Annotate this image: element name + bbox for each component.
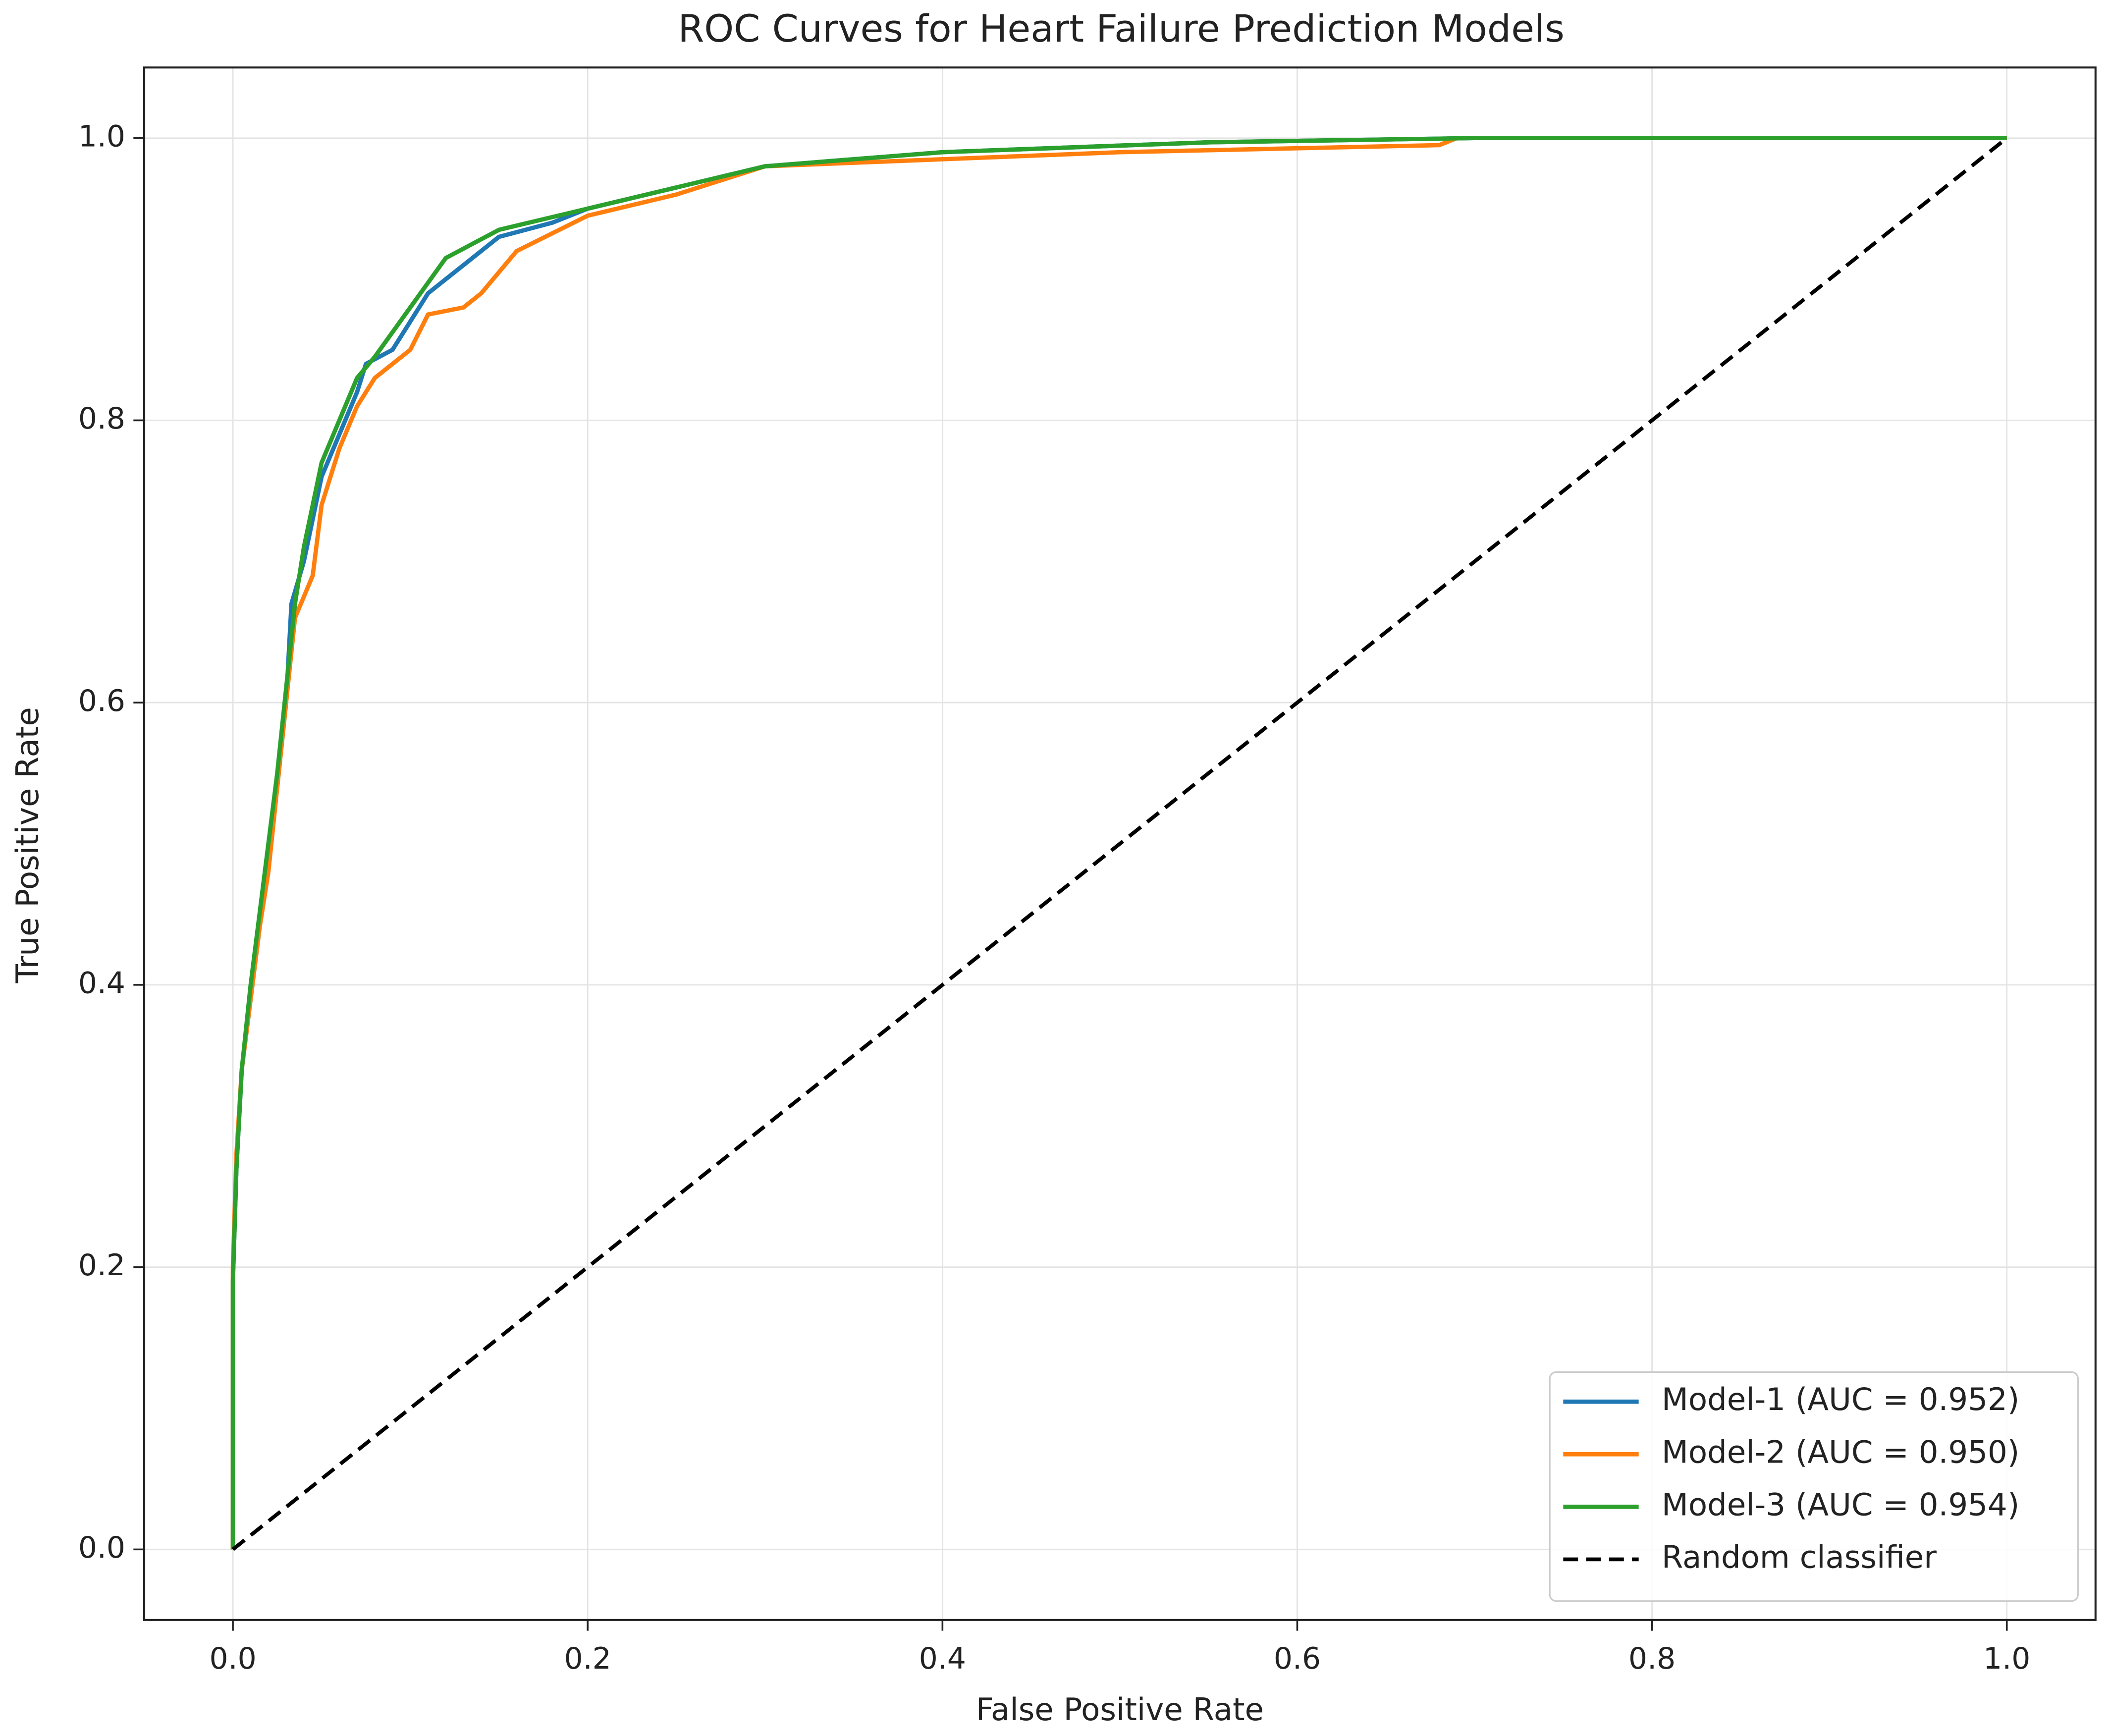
y-tick-label: 0.6	[78, 684, 125, 718]
legend-label: Random classifier	[1662, 1539, 1937, 1575]
y-tick-label: 0.8	[78, 401, 125, 436]
ticks: 0.0 0.2 0.4 0.6 0.8 1.0 0.0 0.2 0.4 0.6 0.8 1.0	[78, 119, 2031, 1676]
x-tick-label: 0.6	[1274, 1641, 1321, 1676]
legend: Model-1 (AUC = 0.952) Model-2 (AUC = 0.95…	[1549, 1371, 2079, 1602]
x-tick-label: 0.4	[919, 1641, 966, 1676]
legend-label: Model-3 (AUC = 0.954)	[1662, 1486, 2019, 1522]
x-tick-label: 0.0	[210, 1641, 257, 1676]
grid	[144, 67, 2096, 1620]
x-tick-label: 0.2	[564, 1641, 611, 1676]
roc-curve	[230, 136, 2007, 1550]
y-tick-label: 1.0	[78, 119, 125, 154]
y-tick-label: 0.4	[78, 966, 125, 1001]
y-tick-label: 0.0	[78, 1530, 125, 1565]
y-tick-label: 0.2	[78, 1248, 125, 1283]
plot-lines	[230, 136, 2008, 1551]
y-axis-label: True Positive Rate	[9, 707, 46, 983]
x-tick-label: 0.8	[1628, 1641, 1676, 1676]
reference-line	[231, 136, 2008, 1551]
chart-title: ROC Curves for Heart Failure Prediction …	[678, 6, 1565, 51]
legend-label: Model-1 (AUC = 0.952)	[1662, 1381, 2019, 1417]
x-tick-label: 1.0	[1983, 1641, 2030, 1676]
legend-box	[1549, 1371, 2079, 1602]
axes-frame	[143, 66, 2097, 1621]
x-axis-label: False Positive Rate	[976, 1691, 1264, 1728]
legend-label: Model-2 (AUC = 0.950)	[1662, 1434, 2019, 1470]
